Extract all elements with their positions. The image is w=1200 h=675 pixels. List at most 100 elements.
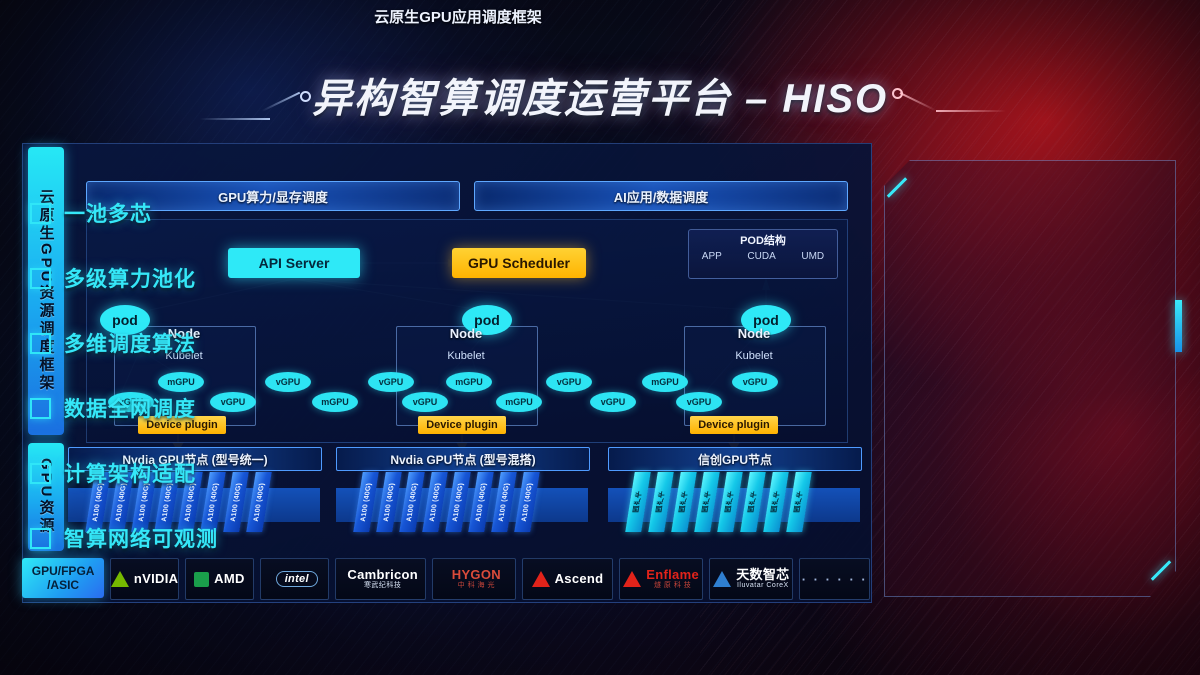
vendor-name: Cambricon <box>347 567 418 582</box>
feature-item-5[interactable]: 计算架构适配 <box>30 458 196 488</box>
vendor-cell-8[interactable]: Enflame 燧 原 科 技 <box>619 558 704 600</box>
gpu-chip-1-4[interactable]: vGPU <box>265 372 311 392</box>
pod-badge-2[interactable]: pod <box>462 305 512 335</box>
rack-cards-3: 国产卡 国产卡 国产卡 国产卡 国产卡 国产卡 国产卡 国产卡 <box>625 472 812 532</box>
gpu-chip-1-3[interactable]: vGPU <box>210 392 256 412</box>
feature-item-4[interactable]: 数据全网调度 <box>30 393 196 423</box>
vendor-name: 天数智芯 <box>736 567 790 582</box>
vendor-cell-2[interactable]: nVIDIA <box>110 558 180 600</box>
gpu-scheduler-node[interactable]: GPU Scheduler <box>452 248 586 278</box>
gpu-card-label: A100 (40G) <box>252 482 266 522</box>
device-plugin-1[interactable]: Device plugin <box>138 416 226 434</box>
checkbox-square-icon[interactable] <box>30 462 51 484</box>
gpu-card-3-6[interactable]: 国产卡 <box>740 472 766 532</box>
feature-item-3[interactable]: 多维调度算法 <box>30 328 196 358</box>
device-plugin-3[interactable]: Device plugin <box>690 416 778 434</box>
gpu-card-3-1[interactable]: 国产卡 <box>625 472 651 532</box>
gpu-chip-2-1[interactable]: vGPU <box>368 372 414 392</box>
gpu-chip-2-2[interactable]: mGPU <box>446 372 492 392</box>
gpu-card-3-4[interactable]: 国产卡 <box>694 472 720 532</box>
title-dot-left <box>300 91 311 102</box>
checkbox-square-icon[interactable] <box>30 397 51 419</box>
vendor-subtitle: 燧 原 科 技 <box>653 582 692 590</box>
gpu-chip-2-5[interactable]: vGPU <box>546 372 592 392</box>
vendor-cell-6[interactable]: HYGON 中 科 海 光 <box>431 558 516 600</box>
gpu-card-3-2[interactable]: 国产卡 <box>648 472 674 532</box>
device-plugin-2[interactable]: Device plugin <box>418 416 506 434</box>
pod-item-app: APP <box>701 251 722 262</box>
checkbox-square-icon[interactable] <box>30 202 51 224</box>
checkbox-square-icon[interactable] <box>30 267 51 289</box>
gpu-chip-3-4[interactable]: vGPU <box>590 392 636 412</box>
gpu-card-label: A100 (40G) <box>520 482 534 522</box>
vendor-cell-4[interactable]: intel <box>259 558 329 600</box>
gpu-card-label: A100 (40G) <box>160 482 174 522</box>
gpu-card-label: A100 (40G) <box>183 482 197 522</box>
gpu-card-label: 国产卡 <box>747 491 758 513</box>
feature-label: 智算网络可观测 <box>64 528 218 551</box>
gpu-card-label: A100 (40G) <box>91 482 105 522</box>
pod-badge-1[interactable]: pod <box>100 305 150 335</box>
node-title-3: Node <box>737 326 771 341</box>
gpu-card-3-5[interactable]: 国产卡 <box>717 472 743 532</box>
gpu-chip-3-2[interactable]: vGPU <box>676 392 722 412</box>
bar-gpu-compute-scheduling[interactable]: GPU算力/显存调度 <box>86 181 460 211</box>
gpu-chip-1-2[interactable]: mGPU <box>158 372 204 392</box>
sidebar-tab-gpu-resource[interactable]: GPU资源 <box>28 443 64 551</box>
gpu-chip-1-5[interactable]: mGPU <box>312 392 358 412</box>
gpu-card-label: 国产卡 <box>793 491 804 513</box>
feature-item-1[interactable]: 一池多芯 <box>30 198 152 228</box>
gpu-chip-3-3[interactable]: vGPU <box>732 372 778 392</box>
bar-ai-data-scheduling[interactable]: AI应用/数据调度 <box>474 181 848 211</box>
vendor-cell-9[interactable]: 天数智芯 Iluvatar CoreX <box>709 558 794 600</box>
gpu-chip-1-1[interactable]: vGPU <box>108 392 154 412</box>
vendor-label-line2: /ASIC <box>47 578 80 592</box>
amd-logo-icon <box>194 571 210 587</box>
gpu-card-3-3[interactable]: 国产卡 <box>671 472 697 532</box>
title-rule-left-flat <box>200 118 270 120</box>
kubelet-label-3: Kubelet <box>735 350 773 362</box>
panel-notch-right <box>1175 300 1182 352</box>
gpu-chip-2-3[interactable]: mGPU <box>496 392 542 412</box>
gpu-card-2-2[interactable]: A100 (40G) <box>376 472 402 532</box>
gpu-card-label: A100 (40G) <box>451 482 465 522</box>
rack-cards-2: A100 (40G) A100 (40G) A100 (40G) A100 (40G)… <box>353 472 540 532</box>
api-server-node[interactable]: API Server <box>228 248 360 278</box>
gpu-card-2-7[interactable]: A100 (40G) <box>491 472 517 532</box>
feature-item-2[interactable]: 多级算力池化 <box>30 263 196 293</box>
gpu-card-label: A100 (40G) <box>137 482 151 522</box>
vendor-cell-10[interactable]: · · · · · · <box>799 558 870 600</box>
gpu-chip-2-4[interactable]: vGPU <box>402 392 448 412</box>
gpu-card-2-1[interactable]: A100 (40G) <box>353 472 379 532</box>
pod-badge-3[interactable]: pod <box>741 305 791 335</box>
pod-structure-title: POD结构 <box>740 235 786 247</box>
gpu-card-label: A100 (40G) <box>359 482 373 522</box>
gpu-card-1-7[interactable]: A100 (40G) <box>223 472 249 532</box>
feature-item-6[interactable]: 智算网络可观测 <box>30 523 218 553</box>
gpu-node-bar-1[interactable]: Nvdia GPU节点 (型号统一) <box>68 447 322 471</box>
pod-structure-box: POD结构 APP CUDA UMD <box>688 229 838 279</box>
vendor-cell-5[interactable]: Cambricon 寒武纪科技 <box>334 558 426 600</box>
sidebar-tab-framework[interactable]: 云原生GPU资源调度框架 <box>28 147 64 435</box>
gpu-rack-1: A100 (40G) A100 (40G) A100 (40G) A100 (40G)… <box>68 472 320 540</box>
checkbox-square-icon[interactable] <box>30 527 51 549</box>
vendor-cell-1[interactable]: GPU/FPGA/ASIC <box>22 558 105 598</box>
gpu-card-label: 国产卡 <box>632 491 643 513</box>
gpu-card-2-6[interactable]: A100 (40G) <box>468 472 494 532</box>
vendor-cell-7[interactable]: Ascend <box>521 558 614 600</box>
gpu-card-2-5[interactable]: A100 (40G) <box>445 472 471 532</box>
node-title-1: Node <box>167 326 201 341</box>
checkbox-square-icon[interactable] <box>30 332 51 354</box>
gpu-node-bar-3[interactable]: 信创GPU节点 <box>608 447 862 471</box>
kubelet-label-2: Kubelet <box>447 350 485 362</box>
gpu-card-label: 国产卡 <box>724 491 735 513</box>
gpu-card-2-3[interactable]: A100 (40G) <box>399 472 425 532</box>
gpu-card-2-4[interactable]: A100 (40G) <box>422 472 448 532</box>
gpu-card-3-7[interactable]: 国产卡 <box>763 472 789 532</box>
vendor-name: nVIDIA <box>133 570 179 586</box>
pod-item-cuda: CUDA <box>747 251 776 262</box>
enflame-logo-icon <box>623 571 642 587</box>
vendor-cell-3[interactable]: AMD <box>185 558 254 600</box>
gpu-chip-3-1[interactable]: mGPU <box>642 372 688 392</box>
gpu-node-bar-2[interactable]: Nvdia GPU节点 (型号混搭) <box>336 447 590 471</box>
